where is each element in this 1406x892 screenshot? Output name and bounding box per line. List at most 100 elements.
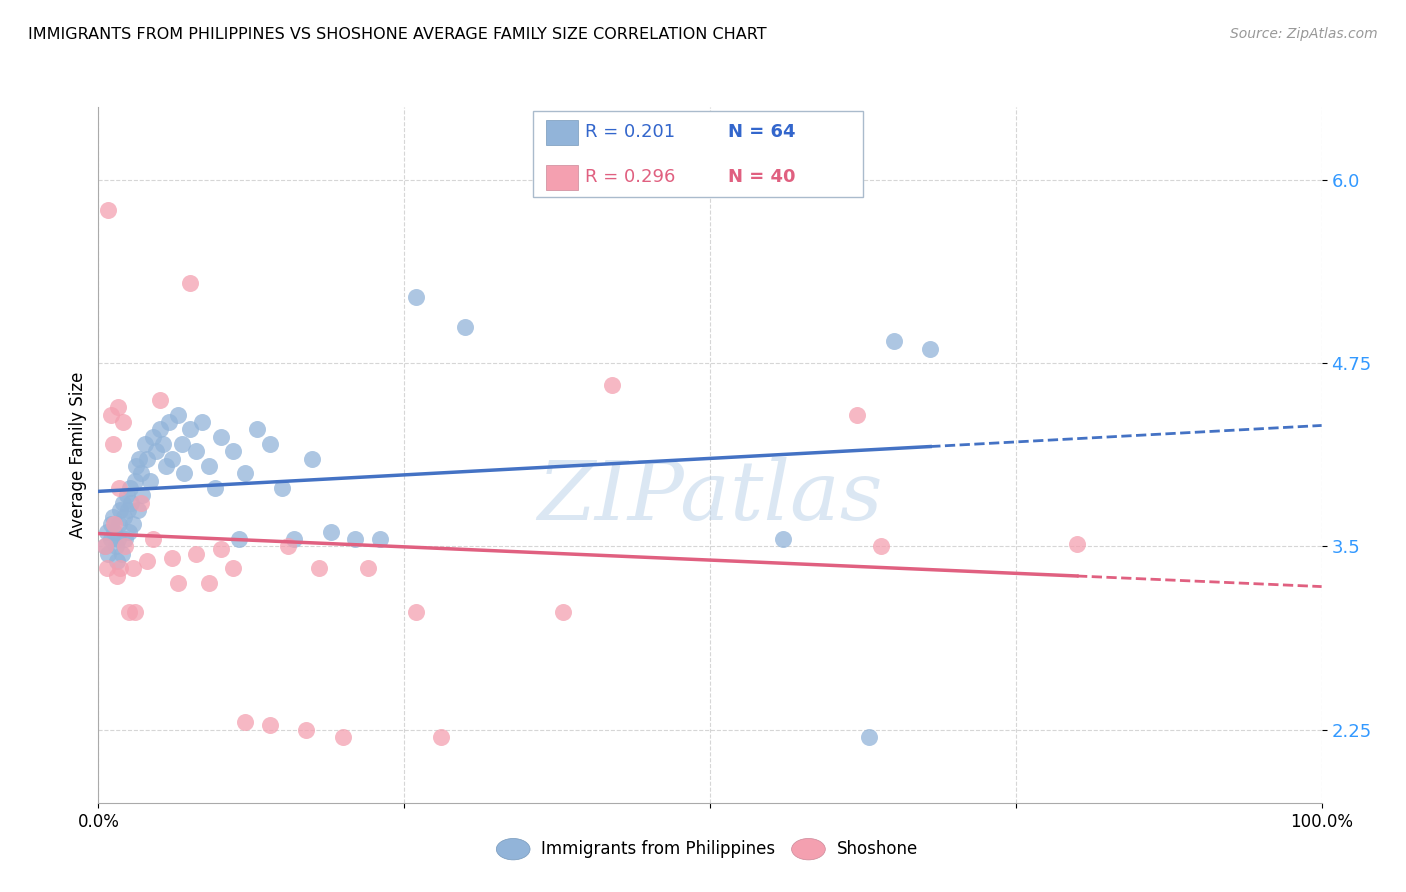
Point xyxy=(100,408,122,422)
Point xyxy=(101,437,124,451)
Point xyxy=(259,718,281,732)
Point xyxy=(105,554,128,568)
Point xyxy=(222,444,245,458)
Point xyxy=(139,474,162,488)
Point xyxy=(129,467,152,481)
Point xyxy=(96,561,118,575)
Text: N = 40: N = 40 xyxy=(728,169,796,186)
Point xyxy=(127,503,149,517)
Point xyxy=(142,532,165,546)
Point xyxy=(197,576,219,591)
Point xyxy=(149,392,172,407)
Point xyxy=(204,481,226,495)
Point xyxy=(222,561,245,575)
Text: ZIPatlas: ZIPatlas xyxy=(537,457,883,537)
Point xyxy=(319,524,342,539)
Point xyxy=(160,551,183,566)
Point xyxy=(118,524,141,539)
Point xyxy=(149,422,172,436)
Point xyxy=(136,451,159,466)
Text: R = 0.296: R = 0.296 xyxy=(585,169,676,186)
Point xyxy=(295,723,318,737)
Point xyxy=(107,401,129,415)
Point xyxy=(600,378,623,392)
Point xyxy=(160,451,183,466)
Point xyxy=(112,510,135,524)
Point xyxy=(308,561,330,575)
Point xyxy=(167,576,190,591)
Point xyxy=(772,532,794,546)
Point xyxy=(114,540,136,554)
Text: IMMIGRANTS FROM PHILIPPINES VS SHOSHONE AVERAGE FAMILY SIZE CORRELATION CHART: IMMIGRANTS FROM PHILIPPINES VS SHOSHONE … xyxy=(28,27,766,42)
Point xyxy=(142,429,165,443)
Point xyxy=(405,290,427,304)
Point xyxy=(108,517,131,532)
Text: N = 64: N = 64 xyxy=(728,123,796,141)
Point xyxy=(228,532,250,546)
Point xyxy=(124,474,146,488)
Point xyxy=(120,495,142,509)
Point xyxy=(883,334,905,349)
Point xyxy=(110,561,132,575)
Point xyxy=(100,532,122,546)
Point xyxy=(454,319,477,334)
Point xyxy=(125,458,148,473)
Point xyxy=(191,415,214,429)
Point xyxy=(277,540,299,554)
Point xyxy=(121,517,143,532)
Point xyxy=(259,437,281,451)
Point xyxy=(283,532,305,546)
Point xyxy=(108,481,131,495)
Point xyxy=(405,606,427,620)
Point xyxy=(120,481,142,495)
Point xyxy=(118,606,141,620)
Point xyxy=(246,422,269,436)
Point xyxy=(356,561,378,575)
Point xyxy=(134,437,156,451)
Point xyxy=(100,517,122,532)
Point xyxy=(111,547,134,561)
Point xyxy=(129,495,152,509)
Point xyxy=(96,524,118,539)
Point xyxy=(111,495,134,509)
Point xyxy=(103,524,125,539)
Point xyxy=(845,408,868,422)
Text: Immigrants from Philippines: Immigrants from Philippines xyxy=(541,840,776,858)
Point xyxy=(368,532,391,546)
Point xyxy=(209,542,232,557)
Point xyxy=(104,540,127,554)
Point xyxy=(107,532,129,546)
Point xyxy=(110,503,132,517)
Point xyxy=(170,437,193,451)
Point xyxy=(209,429,232,443)
Point xyxy=(332,730,354,744)
FancyBboxPatch shape xyxy=(533,111,863,197)
Point xyxy=(128,451,150,466)
Point xyxy=(430,730,453,744)
Point xyxy=(124,606,146,620)
Text: Source: ZipAtlas.com: Source: ZipAtlas.com xyxy=(1230,27,1378,41)
Point xyxy=(155,458,177,473)
Point xyxy=(157,415,180,429)
Point xyxy=(173,467,195,481)
Y-axis label: Average Family Size: Average Family Size xyxy=(69,372,87,538)
Point xyxy=(131,488,153,502)
Point xyxy=(121,561,143,575)
Point xyxy=(270,481,294,495)
Point xyxy=(920,342,942,356)
Point xyxy=(167,408,190,422)
Point xyxy=(136,554,159,568)
Point xyxy=(179,276,201,290)
Text: R = 0.201: R = 0.201 xyxy=(585,123,675,141)
Point xyxy=(114,532,136,546)
Point xyxy=(103,517,125,532)
Point xyxy=(233,467,256,481)
FancyBboxPatch shape xyxy=(546,120,578,145)
Point xyxy=(145,444,167,458)
Point xyxy=(97,202,120,217)
Text: Shoshone: Shoshone xyxy=(837,840,918,858)
Point xyxy=(93,540,115,554)
Point xyxy=(152,437,174,451)
Point xyxy=(553,606,575,620)
Point xyxy=(117,503,139,517)
